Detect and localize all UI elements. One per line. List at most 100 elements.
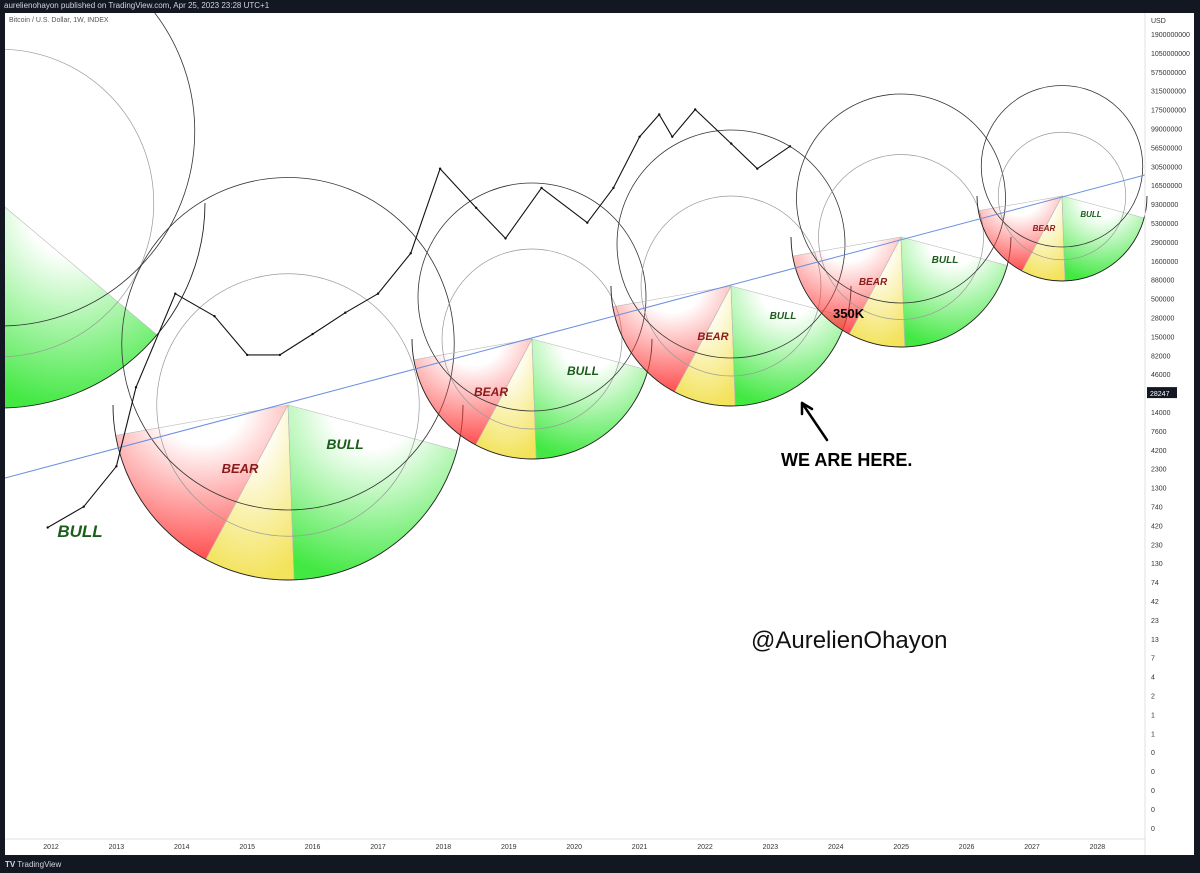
bull-label: BULL bbox=[326, 436, 363, 452]
price-point bbox=[115, 465, 118, 468]
bear-label: BEAR bbox=[1033, 224, 1056, 233]
time-tick-label: 2012 bbox=[43, 844, 59, 851]
time-tick-label: 2025 bbox=[893, 844, 909, 851]
bull-zone bbox=[5, 206, 158, 409]
price-tick-label: 175000000 bbox=[1151, 108, 1186, 115]
time-tick-label: 2017 bbox=[370, 844, 386, 851]
price-tick-label: 56500000 bbox=[1151, 145, 1182, 152]
bull-label: BULL bbox=[1080, 210, 1101, 219]
price-tick-label: 82000 bbox=[1151, 353, 1171, 360]
time-tick-label: 2028 bbox=[1090, 844, 1106, 851]
cycle-outer-circle bbox=[417, 182, 647, 412]
price-tick-label: 0 bbox=[1151, 769, 1155, 776]
price-tick-label: 1900000000 bbox=[1151, 32, 1190, 39]
time-tick-label: 2021 bbox=[632, 844, 648, 851]
price-tick-label: 13 bbox=[1151, 637, 1159, 644]
price-tick-label: 4 bbox=[1151, 675, 1155, 682]
price-point bbox=[134, 386, 138, 389]
price-tick-label: 280000 bbox=[1151, 316, 1174, 323]
cycle-outer-circle bbox=[796, 93, 1006, 304]
tradingview-logo[interactable]: TV TradingView bbox=[5, 860, 61, 869]
price-point bbox=[612, 186, 615, 190]
price-point bbox=[474, 206, 478, 209]
price-tick-label: 23 bbox=[1151, 618, 1159, 625]
price-tick-label: 1 bbox=[1151, 712, 1155, 719]
watermark-handle: @AurelienOhayon bbox=[751, 627, 947, 654]
time-tick-label: 2014 bbox=[174, 844, 190, 851]
bull-zone bbox=[287, 404, 458, 581]
arrow-icon bbox=[800, 401, 829, 442]
current-price-badge bbox=[1147, 387, 1177, 399]
time-tick-label: 2013 bbox=[109, 844, 125, 851]
price-tick-label: 7 bbox=[1151, 656, 1155, 663]
price-point bbox=[174, 292, 177, 295]
price-point bbox=[658, 113, 661, 116]
cycle-outer-circle bbox=[121, 177, 455, 511]
cycle-bowl-rim bbox=[976, 195, 1148, 282]
time-tick-label: 2020 bbox=[566, 844, 582, 851]
time-tick-label: 2015 bbox=[239, 844, 255, 851]
time-tick-label: 2022 bbox=[697, 844, 713, 851]
price-point bbox=[46, 526, 49, 529]
price-tick-label: 575000000 bbox=[1151, 70, 1186, 77]
price-tick-label: 0 bbox=[1151, 750, 1155, 757]
bull-zone bbox=[1061, 195, 1145, 282]
price-tick-label: 4200 bbox=[1151, 448, 1167, 455]
price-tick-label: 1050000000 bbox=[1151, 51, 1190, 58]
footer-bar: TV TradingView bbox=[0, 857, 1200, 873]
price-point bbox=[246, 353, 249, 357]
bull-label: BULL bbox=[57, 522, 102, 541]
bull-label: BULL bbox=[932, 255, 959, 266]
price-point bbox=[278, 353, 282, 357]
price-point bbox=[638, 135, 641, 138]
time-tick-label: 2019 bbox=[501, 844, 517, 851]
bear-label: BEAR bbox=[222, 461, 259, 476]
cycle-outer-circle bbox=[616, 129, 846, 359]
price-tick-label: 230 bbox=[1151, 542, 1163, 549]
cycle-bowl-rim bbox=[790, 236, 1012, 348]
time-tick-label: 2023 bbox=[763, 844, 779, 851]
price-tick-label: 0 bbox=[1151, 807, 1155, 814]
price-tick-label: 2300 bbox=[1151, 467, 1167, 474]
price-point bbox=[756, 167, 759, 170]
price-tick-label: 130 bbox=[1151, 561, 1163, 568]
price-point bbox=[586, 221, 589, 224]
price-point bbox=[376, 292, 380, 295]
price-tick-label: 16500000 bbox=[1151, 183, 1182, 190]
price-point bbox=[409, 252, 412, 255]
price-tick-label: 1300 bbox=[1151, 486, 1167, 493]
price-tick-label: 2 bbox=[1151, 694, 1155, 701]
price-tick-label: 46000 bbox=[1151, 372, 1171, 379]
price-tick-label: 420 bbox=[1151, 523, 1163, 530]
chart-panel[interactable]: BULL BEAR BULL BEAR BULL BEAR BULL BEAR BULL BEAR… bbox=[5, 13, 1194, 855]
bull-zone bbox=[900, 236, 1008, 348]
price-point bbox=[504, 237, 507, 240]
time-tick-label: 2018 bbox=[436, 844, 452, 851]
currency-label: USD bbox=[1151, 18, 1166, 25]
price-point bbox=[540, 186, 543, 190]
cycle-inner-circle bbox=[5, 49, 155, 357]
price-tick-label: 9300000 bbox=[1151, 202, 1178, 209]
price-tick-label: 99000000 bbox=[1151, 127, 1182, 134]
price-tick-label: 0 bbox=[1151, 788, 1155, 795]
price-tick-label: 0 bbox=[1151, 826, 1155, 833]
trendline bbox=[5, 174, 1146, 479]
cycle-inner-circle bbox=[997, 131, 1127, 261]
price-point bbox=[438, 167, 442, 170]
bull-label: BULL bbox=[567, 364, 599, 378]
time-tick-label: 2026 bbox=[959, 844, 975, 851]
price-tick-label: 1 bbox=[1151, 731, 1155, 738]
price-chart[interactable]: BULL BEAR BULL BEAR BULL BEAR BULL BEAR BULL BEAR… bbox=[5, 13, 1194, 855]
publish-header: aurelienohayon published on TradingView.… bbox=[0, 0, 1200, 13]
price-tick-label: 28247 bbox=[1150, 391, 1170, 398]
cycle-inner-circle bbox=[441, 248, 623, 430]
price-tick-label: 14000 bbox=[1151, 410, 1171, 417]
publish-info: aurelienohayon published on TradingView.… bbox=[4, 1, 270, 10]
price-tick-label: 30500000 bbox=[1151, 164, 1182, 171]
time-tick-label: 2024 bbox=[828, 844, 844, 851]
cycle-bowl-rim bbox=[5, 202, 206, 409]
current-price-tag: 28247 bbox=[1147, 387, 1177, 399]
bull-label: BULL bbox=[770, 311, 797, 322]
price-tick-label: 500000 bbox=[1151, 297, 1174, 304]
price-point bbox=[694, 108, 697, 111]
